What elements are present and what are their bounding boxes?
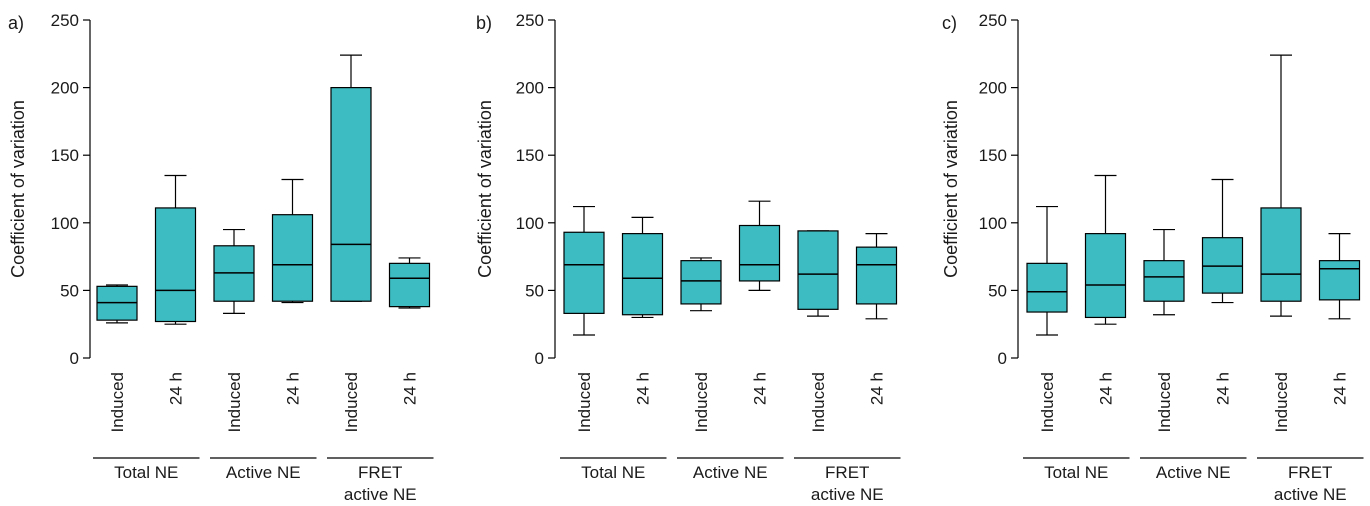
x-category-label: Induced xyxy=(342,372,361,433)
panel-label: c) xyxy=(942,13,957,33)
iqr-box xyxy=(1260,207,1302,302)
y-tick-label: 150 xyxy=(979,146,1007,165)
y-tick-label: 250 xyxy=(516,11,544,30)
box-2 xyxy=(621,216,664,319)
x-category-label: 24 h xyxy=(1097,372,1116,405)
x-category-label: Induced xyxy=(575,372,594,433)
box-5 xyxy=(1260,54,1302,317)
x-category-label: Induced xyxy=(108,372,127,433)
y-tick-label: 100 xyxy=(979,214,1007,233)
y-tick-label: 150 xyxy=(516,146,544,165)
iqr-box xyxy=(797,230,839,310)
box-4 xyxy=(1201,178,1244,304)
panel-b: b) Coefficient of variation 0 50 100 150 200 25… xyxy=(475,11,901,504)
y-axis-title: Coefficient of variation xyxy=(475,100,495,278)
y-tick-label: 150 xyxy=(51,146,79,165)
group-label: FRET xyxy=(1288,463,1332,482)
iqr-box xyxy=(1143,260,1185,302)
x-category-label: 24 h xyxy=(167,372,186,405)
x-category-label: Induced xyxy=(692,372,711,433)
x-category-label: Induced xyxy=(1155,372,1174,433)
y-tick-label: 0 xyxy=(998,349,1007,368)
iqr-box xyxy=(563,231,605,314)
y-tick-label: 200 xyxy=(516,79,544,98)
y-tick-label: 100 xyxy=(51,214,79,233)
group-label: active NE xyxy=(811,485,884,504)
y-axis-title: Coefficient of variation xyxy=(941,100,961,278)
x-category-label: 24 h xyxy=(1214,372,1233,405)
iqr-box xyxy=(271,214,314,302)
y-tick-label: 0 xyxy=(535,349,544,368)
group-label: active NE xyxy=(344,485,417,504)
panel-a: a) Coefficient of variation 0 50 100 150 200 25… xyxy=(8,11,434,504)
x-category-label: Induced xyxy=(1038,372,1057,433)
y-tick-label: 100 xyxy=(516,214,544,233)
y-tick-label: 50 xyxy=(988,281,1007,300)
iqr-box xyxy=(855,246,898,305)
y-tick-label: 250 xyxy=(51,11,79,30)
panel-c: c) Coefficient of variation 0 50 100 150 200 25… xyxy=(941,11,1364,504)
iqr-box xyxy=(388,262,431,308)
box-4 xyxy=(738,200,781,291)
y-axis-title: Coefficient of variation xyxy=(8,100,28,278)
iqr-box xyxy=(621,233,664,316)
box-3 xyxy=(1143,228,1185,316)
group-label: Active NE xyxy=(693,463,768,482)
x-category-label: 24 h xyxy=(634,372,653,405)
group-label: FRET xyxy=(825,463,869,482)
x-category-label: 24 h xyxy=(284,372,303,405)
panel-label: a) xyxy=(8,13,24,33)
x-category-label: 24 h xyxy=(868,372,887,405)
box-1 xyxy=(563,205,605,336)
x-category-label: 24 h xyxy=(1331,372,1350,405)
iqr-box xyxy=(330,86,372,302)
y-tick-label: 200 xyxy=(51,79,79,98)
x-category-label: Induced xyxy=(1272,372,1291,433)
box-1 xyxy=(96,284,138,324)
group-label: Total NE xyxy=(1044,463,1108,482)
y-tick-label: 0 xyxy=(70,349,79,368)
x-category-label: Induced xyxy=(809,372,828,433)
iqr-box xyxy=(1084,233,1127,319)
y-tick-label: 200 xyxy=(979,79,1007,98)
box-6 xyxy=(388,257,431,309)
group-label: Active NE xyxy=(226,463,301,482)
iqr-box xyxy=(738,224,781,282)
box-3 xyxy=(213,228,255,314)
box-2 xyxy=(1084,174,1127,325)
group-label: active NE xyxy=(1274,485,1347,504)
iqr-box xyxy=(1026,262,1068,313)
y-tick-label: 250 xyxy=(979,11,1007,30)
group-label: Total NE xyxy=(581,463,645,482)
iqr-box xyxy=(1318,260,1361,301)
box-1 xyxy=(1026,205,1068,336)
x-category-label: Induced xyxy=(225,372,244,433)
y-tick-label: 50 xyxy=(525,281,544,300)
box-4 xyxy=(271,178,314,304)
panel-label: b) xyxy=(476,13,492,33)
iqr-box xyxy=(154,207,197,323)
iqr-box xyxy=(680,260,722,305)
box-6 xyxy=(855,233,898,320)
y-tick-label: 50 xyxy=(60,281,79,300)
group-label: Total NE xyxy=(114,463,178,482)
box-5 xyxy=(797,230,839,317)
group-label: FRET xyxy=(358,463,402,482)
x-category-label: 24 h xyxy=(751,372,770,405)
box-5 xyxy=(330,54,372,302)
group-label: Active NE xyxy=(1156,463,1231,482)
box-6 xyxy=(1318,233,1361,320)
box-2 xyxy=(154,174,197,325)
box-3 xyxy=(680,257,722,312)
x-category-label: 24 h xyxy=(401,372,420,405)
